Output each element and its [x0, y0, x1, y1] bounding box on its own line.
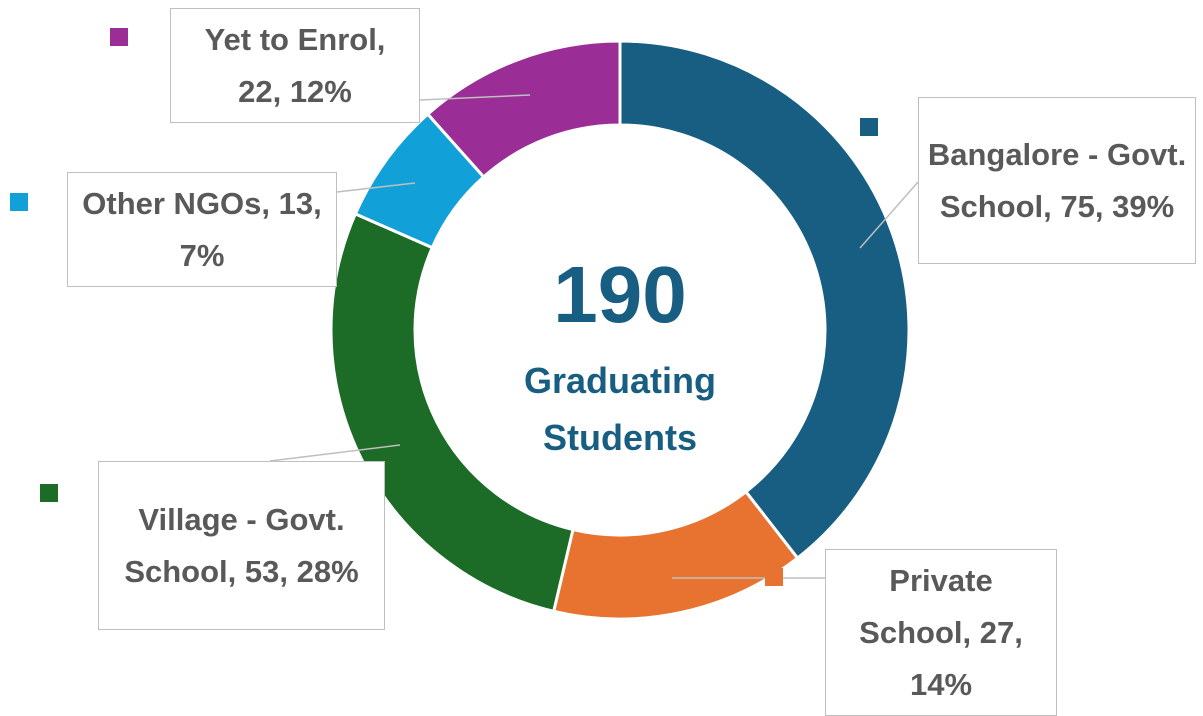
- donut-slice: [425, 39, 622, 180]
- legend-marker: [40, 484, 58, 502]
- data-label: Other NGOs, 13, 7%: [67, 172, 337, 287]
- legend-marker: [765, 568, 783, 586]
- center-label: Graduating Students: [523, 360, 716, 458]
- donut-slice: [551, 489, 800, 621]
- center-value: 190: [553, 250, 687, 339]
- leader-line: [419, 94, 531, 101]
- legend-marker: [110, 28, 128, 46]
- leader-line: [336, 182, 416, 193]
- donut-slice: [329, 211, 575, 614]
- leader-line: [269, 444, 401, 462]
- data-label: Bangalore - Govt. School, 75, 39%: [918, 97, 1196, 264]
- legend-marker: [860, 118, 878, 136]
- leader-line: [859, 181, 919, 249]
- data-label: Village - Govt. School, 53, 28%: [98, 461, 385, 630]
- data-label: Private School, 27, 14%: [825, 549, 1057, 716]
- legend-marker: [10, 193, 28, 211]
- data-label: Yet to Enrol, 22, 12%: [170, 8, 420, 123]
- donut-slice: [618, 39, 911, 561]
